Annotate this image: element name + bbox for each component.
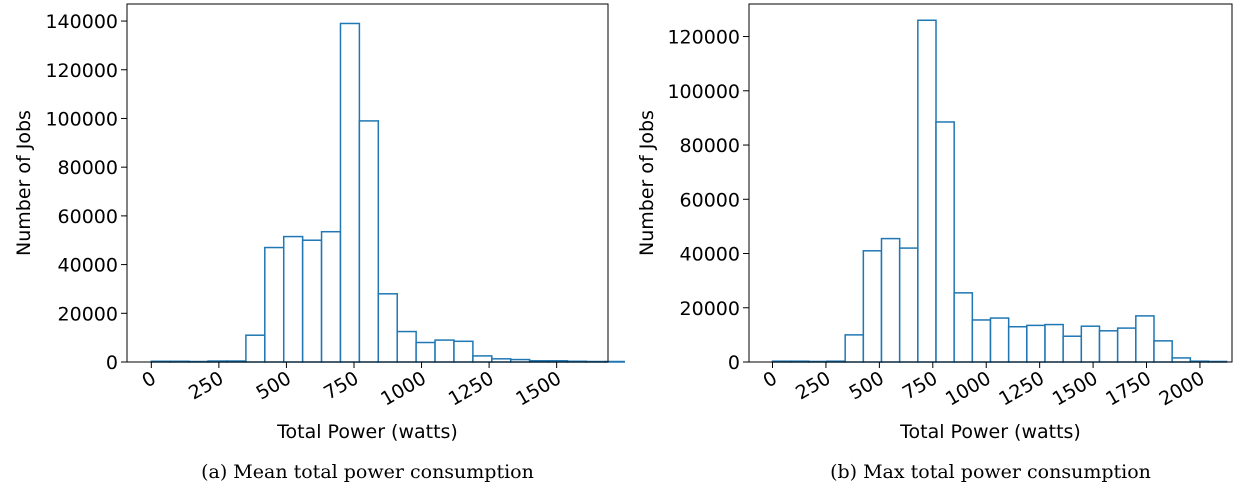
- y-tick-label: 0: [106, 352, 118, 374]
- histogram-bar: [377, 293, 398, 363]
- panel-caption: (b) Max total power consumption: [830, 461, 1151, 483]
- x-axis-label: Total Power (watts): [899, 421, 1081, 443]
- histogram-bar: [880, 237, 901, 363]
- x-tick-label: 1250: [445, 367, 498, 410]
- y-tick-label: 20000: [680, 298, 740, 320]
- histogram-bar: [472, 355, 493, 363]
- histogram-bar: [453, 340, 474, 363]
- x-tick-label: 1500: [1049, 367, 1102, 410]
- histogram-bar: [971, 319, 992, 363]
- histogram-bar: [1080, 325, 1101, 363]
- x-tick-label: 1500: [512, 367, 565, 410]
- y-tick-label: 40000: [58, 255, 118, 277]
- histogram-bar: [282, 235, 304, 363]
- x-tick-label: 250: [185, 367, 227, 404]
- x-tick-label: 1750: [1102, 367, 1155, 410]
- histogram-bar: [1062, 335, 1083, 363]
- y-axis-ticks: 0 20000 40000 60000 80000 100000 120000 140000: [45, 11, 127, 374]
- x-tick-label: 500: [845, 367, 887, 404]
- histogram-bar: [396, 330, 417, 363]
- x-tick-label: 1000: [377, 367, 430, 410]
- x-tick-label: 750: [320, 367, 362, 404]
- x-tick-label: 1000: [942, 367, 995, 410]
- y-axis-ticks: 0 20000 40000 60000 80000 100000 120000: [667, 27, 749, 374]
- y-tick-label: 140000: [45, 11, 118, 33]
- histogram-bars: [771, 19, 1228, 363]
- y-tick-label: 100000: [45, 108, 118, 130]
- y-tick-label: 120000: [45, 60, 118, 82]
- histogram-bar: [917, 19, 937, 363]
- x-tick-label: 250: [792, 367, 834, 404]
- histogram-bar: [264, 246, 285, 363]
- histogram-bar: [1135, 315, 1155, 363]
- x-axis-ticks: 0 250 500 750 1000 1250 1500: [138, 362, 565, 411]
- histogram-bar: [358, 120, 380, 363]
- histogram-bar: [415, 341, 436, 363]
- histogram-bar: [844, 334, 865, 363]
- histogram-bar: [320, 230, 342, 363]
- histogram-bar: [434, 339, 455, 363]
- y-axis-label: Number of Jobs: [13, 110, 35, 256]
- chart-panel-max-power: 0 20000 40000 60000 80000 100000 120000 0 250 50…: [636, 3, 1233, 483]
- histogram-bar: [953, 292, 974, 363]
- y-tick-label: 20000: [58, 303, 118, 325]
- histogram-bar: [898, 247, 919, 363]
- plot-frame: [126, 3, 609, 363]
- y-tick-label: 100000: [667, 81, 740, 103]
- x-axis-ticks: 0 250 500 750 1000 1250 1500 1750 2000: [760, 362, 1209, 411]
- histogram-bar: [301, 239, 323, 363]
- plot-frame: [748, 3, 1233, 363]
- histogram-bar: [1026, 324, 1046, 363]
- y-tick-label: 60000: [680, 189, 740, 211]
- x-tick-label: 1250: [995, 367, 1048, 410]
- y-tick-label: 0: [728, 352, 740, 374]
- y-tick-label: 80000: [680, 135, 740, 157]
- histogram-bars: [150, 22, 625, 363]
- chart-panel-mean-power: 020000400006000080000100000120000140000 …: [13, 3, 625, 483]
- panel-caption: (a) Mean total power consumption: [201, 461, 534, 483]
- y-tick-label: 60000: [58, 206, 118, 228]
- x-tick-label: 0: [138, 367, 159, 392]
- histogram-bar: [339, 22, 361, 363]
- y-tick-label: 80000: [58, 157, 118, 179]
- histogram-bar: [1153, 340, 1173, 363]
- y-tick-label: 120000: [667, 27, 740, 49]
- histogram-bar: [245, 334, 266, 363]
- histogram-bar: [989, 317, 1010, 363]
- x-tick-label: 2000: [1156, 367, 1209, 410]
- histogram-bar: [935, 121, 955, 363]
- histogram-bar: [1171, 357, 1192, 363]
- x-tick-label: 0: [760, 367, 781, 392]
- y-tick-label: 40000: [680, 244, 740, 266]
- x-tick-label: 750: [899, 367, 941, 404]
- histogram-bar: [862, 250, 883, 363]
- y-axis-label: Number of Jobs: [636, 110, 658, 256]
- histogram-bar: [1044, 323, 1064, 363]
- x-tick-label: 500: [253, 367, 295, 404]
- histogram-bar: [1007, 325, 1028, 363]
- histogram-bar: [1116, 327, 1137, 363]
- x-axis-label: Total Power (watts): [276, 421, 458, 443]
- histogram-bar: [1098, 330, 1119, 363]
